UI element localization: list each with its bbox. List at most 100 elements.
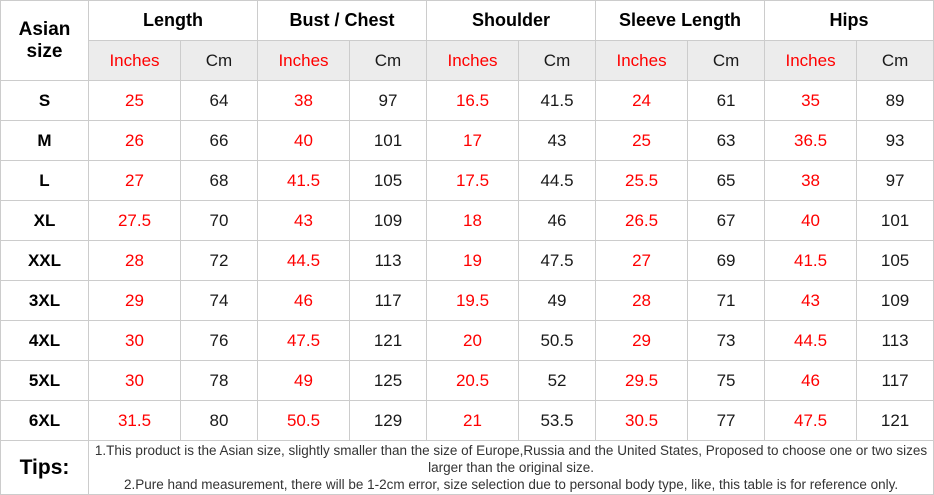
cell-value: 71	[687, 280, 766, 321]
unit-header-inches: Inches	[595, 40, 689, 81]
cell-value: 30	[88, 320, 181, 361]
cell-value: 69	[687, 240, 766, 281]
size-label: S	[0, 80, 89, 121]
cell-value: 43	[257, 200, 350, 241]
cell-value: 28	[88, 240, 181, 281]
size-label: XXL	[0, 240, 89, 281]
cell-value: 43	[764, 280, 858, 321]
cell-value: 47.5	[257, 320, 350, 361]
cell-value: 67	[687, 200, 766, 241]
cell-value: 25	[595, 120, 689, 161]
cell-value: 24	[595, 80, 689, 121]
corner-header-asian-size: Asian size	[0, 0, 89, 81]
cell-value: 65	[687, 160, 766, 201]
cell-value: 44.5	[518, 160, 597, 201]
cell-value: 26	[88, 120, 181, 161]
group-header-bust-chest: Bust / Chest	[256, 0, 428, 41]
cell-value: 36.5	[764, 120, 858, 161]
unit-header-inches: Inches	[426, 40, 520, 81]
cell-value: 41.5	[257, 160, 350, 201]
cell-value: 46	[257, 280, 350, 321]
tips-text: 1.This product is the Asian size, slight…	[87, 440, 934, 495]
cell-value: 44.5	[764, 320, 858, 361]
cell-value: 109	[348, 200, 428, 241]
cell-value: 16.5	[426, 80, 520, 121]
cell-value: 40	[764, 200, 858, 241]
table-row-3xl: 3XL 29 74 46 117 19.5 49 28 71 43 109	[0, 280, 934, 321]
cell-value: 97	[856, 160, 934, 201]
cell-value: 89	[856, 80, 934, 121]
cell-value: 49	[518, 280, 597, 321]
unit-header-cm: Cm	[518, 40, 597, 81]
cell-value: 38	[257, 80, 350, 121]
size-label: 6XL	[0, 400, 89, 441]
unit-header-inches: Inches	[764, 40, 858, 81]
cell-value: 20	[426, 320, 520, 361]
cell-value: 41.5	[764, 240, 858, 281]
cell-value: 17	[426, 120, 520, 161]
size-label: XL	[0, 200, 89, 241]
unit-header-cm: Cm	[856, 40, 934, 81]
cell-value: 68	[180, 160, 258, 201]
cell-value: 78	[180, 360, 258, 401]
unit-header-inches: Inches	[257, 40, 350, 81]
cell-value: 109	[856, 280, 934, 321]
cell-value: 35	[764, 80, 858, 121]
table-row-xxl: XXL 28 72 44.5 113 19 47.5 27 69 41.5 10…	[0, 240, 934, 281]
cell-value: 30	[88, 360, 181, 401]
cell-value: 38	[764, 160, 858, 201]
unit-header-cm: Cm	[687, 40, 766, 81]
cell-value: 73	[687, 320, 766, 361]
table-row-6xl: 6XL 31.5 80 50.5 129 21 53.5 30.5 77 47.…	[0, 400, 934, 441]
cell-value: 46	[764, 360, 858, 401]
cell-value: 21	[426, 400, 520, 441]
cell-value: 93	[856, 120, 934, 161]
group-header-length: Length	[88, 0, 258, 41]
size-label: 5XL	[0, 360, 89, 401]
cell-value: 101	[348, 120, 428, 161]
group-header-shoulder: Shoulder	[426, 0, 597, 41]
cell-value: 113	[856, 320, 934, 361]
cell-value: 46	[518, 200, 597, 241]
cell-value: 25	[88, 80, 181, 121]
table-row-m: M 26 66 40 101 17 43 25 63 36.5 93	[0, 120, 934, 161]
cell-value: 64	[180, 80, 258, 121]
table-row-xl: XL 27.5 70 43 109 18 46 26.5 67 40 101	[0, 200, 934, 241]
header-group-row: Asian size Length Bust / Chest Shoulder …	[0, 0, 934, 81]
cell-value: 101	[856, 200, 934, 241]
tips-line-1: 1.This product is the Asian size, slight…	[94, 443, 928, 475]
cell-value: 53.5	[518, 400, 597, 441]
cell-value: 43	[518, 120, 597, 161]
cell-value: 117	[856, 360, 934, 401]
cell-value: 30.5	[595, 400, 689, 441]
cell-value: 50.5	[518, 320, 597, 361]
cell-value: 19	[426, 240, 520, 281]
cell-value: 121	[348, 320, 428, 361]
cell-value: 61	[687, 80, 766, 121]
tips-line-2: 2.Pure hand measurement, there will be 1…	[123, 477, 899, 492]
cell-value: 47.5	[518, 240, 597, 281]
cell-value: 121	[856, 400, 934, 441]
header-unit-row: Inches Cm Inches Cm Inches Cm Inches Cm …	[1, 40, 934, 81]
cell-value: 129	[348, 400, 428, 441]
cell-value: 66	[180, 120, 258, 161]
cell-value: 117	[348, 280, 428, 321]
cell-value: 76	[180, 320, 258, 361]
cell-value: 19.5	[426, 280, 520, 321]
cell-value: 52	[518, 360, 597, 401]
cell-value: 70	[180, 200, 258, 241]
cell-value: 97	[348, 80, 428, 121]
cell-value: 74	[180, 280, 258, 321]
cell-value: 80	[180, 400, 258, 441]
cell-value: 25.5	[595, 160, 689, 201]
unit-header-inches: Inches	[88, 40, 181, 81]
size-label: L	[0, 160, 89, 201]
table-row-s: S 25 64 38 97 16.5 41.5 24 61 35 89	[0, 80, 934, 121]
cell-value: 17.5	[426, 160, 520, 201]
cell-value: 105	[856, 240, 934, 281]
unit-header-cm: Cm	[180, 40, 258, 81]
cell-value: 18	[426, 200, 520, 241]
cell-value: 40	[257, 120, 350, 161]
size-label: 3XL	[0, 280, 89, 321]
